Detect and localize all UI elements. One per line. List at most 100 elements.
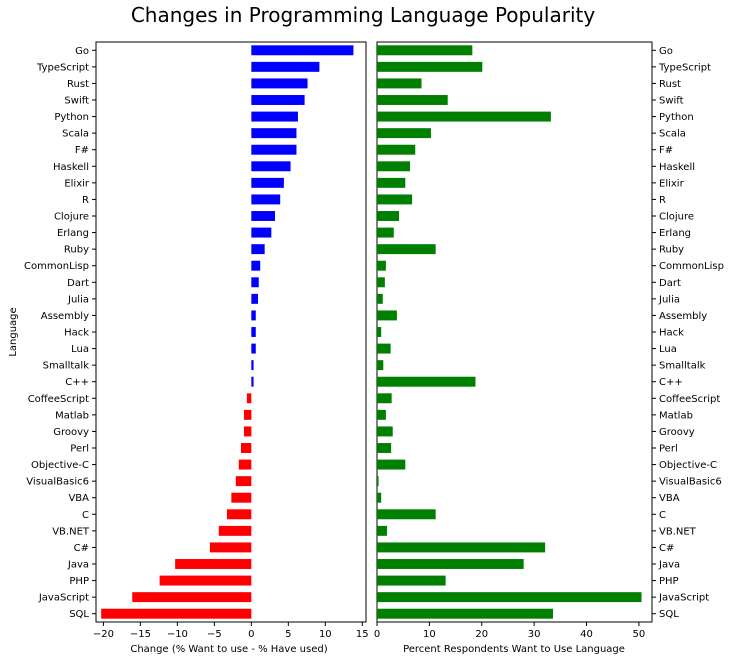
- change-bar-php: [159, 575, 252, 586]
- want-bar-hack: [377, 327, 382, 337]
- want-bar-c: [377, 376, 476, 387]
- chart-title: Changes in Programming Language Populari…: [131, 3, 596, 27]
- change-bar-haskell: [251, 161, 291, 172]
- y-tick-label-right-rust: Rust: [659, 79, 681, 90]
- want-bar-scala: [377, 128, 431, 139]
- y-tick-label-right-javascript: JavaScript: [658, 593, 709, 604]
- want-panel: Go TypeScript Rust Swift Python Scala F# Haskel…: [374, 41, 724, 640]
- y-tick-label-right-python: Python: [659, 112, 694, 123]
- want-bar-java: [377, 559, 524, 569]
- y-tick-label-right-smalltalk: Smalltalk: [659, 361, 706, 372]
- change-bar-go: [251, 45, 354, 56]
- want-bar-go: [377, 45, 473, 56]
- want-bar-coffeescript: [377, 393, 392, 404]
- y-tick-label-left-ruby: Ruby: [64, 245, 89, 256]
- change-bar-elixir: [251, 177, 284, 188]
- y-tick-label-left-lua: Lua: [71, 344, 89, 355]
- change-bar-scala: [251, 128, 297, 139]
- change-bar-f: [251, 144, 297, 155]
- want-bar-dart: [377, 277, 385, 288]
- change-bar-python: [251, 111, 298, 122]
- y-tick-label-right-php: PHP: [659, 576, 679, 587]
- change-bar-hack: [251, 327, 256, 337]
- change-bar-lua: [251, 343, 256, 354]
- y-tick-label-right-hack: Hack: [659, 328, 684, 339]
- y-tick-label-right-visualbasic6: VisualBasic6: [659, 477, 722, 488]
- change-bar-r: [251, 194, 281, 205]
- change-bar-dart: [251, 277, 259, 288]
- y-tick-label-left-javascript: JavaScript: [38, 593, 89, 604]
- y-tick-label-right-coffeescript: CoffeeScript: [659, 394, 720, 405]
- y-tick-label-right-haskell: Haskell: [659, 162, 695, 173]
- want-bar-swift: [377, 95, 448, 105]
- change-bar-typescript: [251, 61, 320, 72]
- change-bar-vb-net: [218, 525, 252, 536]
- want-bar-c: [377, 542, 546, 553]
- change-bar-clojure: [251, 211, 276, 221]
- y-axis-label: Language: [8, 307, 19, 356]
- change-bar-perl: [240, 443, 252, 453]
- y-tick-label-left-hack: Hack: [64, 328, 89, 339]
- y-tick-label-left-c: C#: [74, 543, 89, 554]
- change-bar-javascript: [132, 592, 252, 603]
- y-tick-label-left-matlab: Matlab: [55, 410, 89, 421]
- y-tick-label-right-elixir: Elixir: [659, 178, 685, 189]
- want-bar-perl: [377, 443, 392, 453]
- y-tick-label-right-matlab: Matlab: [659, 410, 693, 421]
- change-x-tick-label-0: −20: [93, 629, 114, 640]
- y-tick-label-right-perl: Perl: [659, 444, 678, 455]
- want-x-tick-label-3: 30: [528, 629, 541, 640]
- y-tick-label-left-swift: Swift: [64, 96, 89, 107]
- y-tick-label-right-scala: Scala: [659, 129, 686, 140]
- y-tick-label-right-vb-net: VB.NET: [659, 526, 697, 537]
- change-bar-java: [175, 559, 252, 569]
- y-tick-label-right-typescript: TypeScript: [658, 62, 711, 73]
- y-tick-label-right-go: Go: [659, 46, 673, 57]
- y-tick-label-right-java: Java: [658, 560, 680, 571]
- y-tick-label-left-python: Python: [54, 112, 89, 123]
- y-tick-label-left-julia: Julia: [67, 294, 89, 305]
- want-bar-groovy: [377, 426, 393, 437]
- change-x-tick-label-2: −10: [167, 629, 188, 640]
- change-bar-commonlisp: [251, 260, 261, 271]
- y-tick-label-right-assembly: Assembly: [659, 311, 707, 322]
- change-x-tick-label-3: −5: [207, 629, 222, 640]
- want-bar-rust: [377, 78, 422, 89]
- y-tick-label-left-sql: SQL: [69, 609, 89, 620]
- change-bar-sql: [101, 608, 252, 619]
- y-tick-label-right-r: R: [659, 195, 666, 206]
- y-tick-label-left-visualbasic6: VisualBasic6: [26, 477, 89, 488]
- y-tick-label-right-commonlisp: CommonLisp: [659, 261, 724, 272]
- change-x-tick-label-5: 5: [285, 629, 291, 640]
- want-bar-elixir: [377, 177, 406, 188]
- y-tick-label-right-c: C: [659, 510, 666, 521]
- change-panel: Go TypeScript Rust Swift Python Scala F# Haskel…: [24, 41, 369, 640]
- want-bar-c: [377, 509, 436, 520]
- change-bar-erlang: [251, 227, 272, 238]
- y-tick-label-left-groovy: Groovy: [53, 427, 89, 438]
- y-tick-label-left-haskell: Haskell: [53, 162, 89, 173]
- y-tick-label-right-lua: Lua: [659, 344, 677, 355]
- want-bar-javascript: [377, 592, 642, 603]
- change-bar-objective-c: [238, 459, 252, 470]
- want-bar-clojure: [377, 211, 399, 221]
- want-bar-objective-c: [377, 459, 406, 470]
- want-bar-matlab: [377, 409, 386, 420]
- want-x-tick-label-5: 50: [633, 629, 646, 640]
- change-bar-visualbasic6: [235, 476, 252, 487]
- y-tick-label-right-erlang: Erlang: [659, 228, 691, 239]
- change-bar-ruby: [251, 244, 265, 255]
- y-tick-label-right-clojure: Clojure: [659, 212, 694, 223]
- y-tick-label-right-swift: Swift: [659, 96, 684, 107]
- change-x-tick-label-6: 10: [319, 629, 332, 640]
- y-tick-label-left-c: C: [82, 510, 89, 521]
- y-tick-label-left-f: F#: [75, 145, 89, 156]
- y-tick-label-right-c: C#: [659, 543, 674, 554]
- y-tick-label-left-objective-c: Objective-C: [31, 460, 89, 471]
- want-bar-smalltalk: [377, 360, 384, 371]
- want-bar-julia: [377, 293, 383, 304]
- change-bar-vba: [231, 492, 252, 503]
- y-tick-label-right-groovy: Groovy: [659, 427, 695, 438]
- y-tick-label-right-c: C++: [659, 377, 683, 388]
- want-bar-vb-net: [377, 525, 387, 536]
